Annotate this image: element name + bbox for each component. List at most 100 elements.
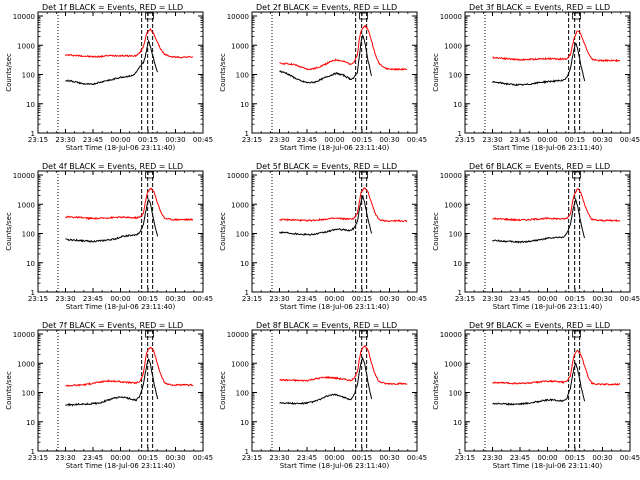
y-axis-label: Counts/sec bbox=[219, 371, 227, 410]
y-tick-label: 10000 bbox=[440, 331, 462, 339]
y-tick-label: 100 bbox=[236, 72, 249, 80]
x-axis-label: Start Time (18-Jul-06 23:11:40) bbox=[66, 303, 176, 311]
y-tick-label: 1 bbox=[458, 130, 462, 138]
x-axis-label: Start Time (18-Jul-06 23:11:40) bbox=[66, 144, 176, 152]
x-tick-label: 00:15 bbox=[565, 295, 585, 303]
y-tick-label: 1 bbox=[245, 130, 249, 138]
panel-title: Det 8f BLACK = Events, RED = LLD bbox=[256, 321, 397, 330]
x-tick-label: 00:45 bbox=[193, 454, 213, 462]
plot-frame bbox=[251, 170, 418, 293]
plot-frame bbox=[464, 170, 631, 293]
x-tick-label: 23:45 bbox=[297, 136, 317, 144]
y-tick-label: 10 bbox=[26, 260, 35, 268]
y-tick-label: 10 bbox=[26, 101, 35, 109]
y-tick-label: 10 bbox=[240, 419, 249, 427]
x-tick-label: 23:45 bbox=[510, 295, 530, 303]
x-tick-label: 00:30 bbox=[165, 295, 185, 303]
x-tick-label: 00:15 bbox=[138, 454, 158, 462]
y-tick-label: 100 bbox=[449, 72, 462, 80]
events-series-line bbox=[492, 197, 586, 244]
plot-frame bbox=[37, 11, 204, 134]
x-tick-label: 23:45 bbox=[297, 295, 317, 303]
x-axis-label: Start Time (18-Jul-06 23:11:40) bbox=[280, 144, 390, 152]
x-tick-label: 00:45 bbox=[407, 136, 427, 144]
y-tick-label: 10 bbox=[453, 260, 462, 268]
plot-frame bbox=[37, 329, 204, 452]
x-tick-label: 00:45 bbox=[620, 136, 640, 144]
panel-title: Det 7f BLACK = Events, RED = LLD bbox=[42, 321, 183, 330]
panel-title: Det 3f BLACK = Events, RED = LLD bbox=[469, 3, 610, 12]
panel-title: Det 9f BLACK = Events, RED = LLD bbox=[469, 321, 610, 330]
y-tick-label: 10000 bbox=[227, 13, 249, 21]
y-axis-label: Counts/sec bbox=[432, 371, 440, 410]
y-tick-label: 1000 bbox=[231, 42, 249, 50]
x-axis-label: Start Time (18-Jul-06 23:11:40) bbox=[493, 144, 603, 152]
y-tick-label: 1000 bbox=[17, 42, 35, 50]
detector-panel-8: Det 8f BLACK = Events, RED = LLD 1 10 100 10… bbox=[219, 321, 427, 470]
detector-panel-6: Det 6f BLACK = Events, RED = LLD 1 10 100 10… bbox=[432, 162, 640, 311]
y-tick-label: 1 bbox=[458, 448, 462, 456]
x-tick-label: 00:00 bbox=[324, 454, 344, 462]
x-tick-label: 00:30 bbox=[592, 454, 612, 462]
lld-series-line bbox=[492, 30, 621, 63]
y-tick-label: 1000 bbox=[444, 42, 462, 50]
x-tick-label: 00:00 bbox=[537, 454, 557, 462]
x-tick-label: 00:15 bbox=[352, 454, 372, 462]
lld-series-line bbox=[65, 346, 194, 388]
y-tick-label: 10000 bbox=[440, 13, 462, 21]
attenuator-box bbox=[145, 330, 154, 338]
x-tick-label: 23:30 bbox=[55, 136, 75, 144]
y-tick-label: 100 bbox=[22, 231, 35, 239]
y-axis-label: Counts/sec bbox=[219, 212, 227, 251]
events-series-line bbox=[492, 42, 586, 87]
y-tick-label: 10000 bbox=[13, 331, 35, 339]
y-tick-label: 1 bbox=[458, 289, 462, 297]
x-tick-label: 23:15 bbox=[455, 295, 475, 303]
panel-title: Det 1f BLACK = Events, RED = LLD bbox=[42, 3, 183, 12]
x-tick-label: 00:30 bbox=[165, 454, 185, 462]
x-tick-label: 00:00 bbox=[537, 136, 557, 144]
events-series-line bbox=[65, 198, 159, 243]
y-tick-label: 10 bbox=[453, 419, 462, 427]
attenuator-box bbox=[145, 12, 154, 20]
y-tick-label: 10 bbox=[26, 419, 35, 427]
x-tick-label: 00:30 bbox=[165, 136, 185, 144]
x-tick-label: 23:30 bbox=[482, 454, 502, 462]
y-axis-label: Counts/sec bbox=[219, 53, 227, 92]
y-tick-label: 1000 bbox=[231, 201, 249, 209]
attenuator-box bbox=[359, 12, 368, 20]
attenuator-box bbox=[572, 171, 581, 179]
y-tick-label: 1 bbox=[245, 289, 249, 297]
y-tick-label: 100 bbox=[22, 390, 35, 398]
x-tick-label: 00:45 bbox=[407, 454, 427, 462]
events-series-line bbox=[279, 195, 373, 236]
events-series-line bbox=[279, 356, 373, 405]
y-tick-label: 1000 bbox=[17, 201, 35, 209]
detector-panel-7: Det 7f BLACK = Events, RED = LLD 1 10 100 10… bbox=[5, 321, 213, 470]
detector-panel-9: Det 9f BLACK = Events, RED = LLD 1 10 100 10… bbox=[432, 321, 640, 470]
x-tick-label: 23:15 bbox=[242, 136, 262, 144]
lld-series-line bbox=[492, 187, 621, 222]
y-tick-label: 1000 bbox=[444, 201, 462, 209]
plot-frame bbox=[251, 11, 418, 134]
attenuator-box bbox=[572, 12, 581, 20]
y-axis-label: Counts/sec bbox=[5, 212, 13, 251]
lld-series-line bbox=[279, 345, 408, 386]
y-axis-label: Counts/sec bbox=[5, 53, 13, 92]
y-tick-label: 1 bbox=[245, 448, 249, 456]
plot-frame bbox=[464, 329, 631, 452]
x-tick-label: 00:00 bbox=[537, 295, 557, 303]
detector-panel-3: Det 3f BLACK = Events, RED = LLD 1 10 100 10… bbox=[432, 3, 640, 152]
x-tick-label: 00:45 bbox=[620, 454, 640, 462]
x-tick-label: 23:45 bbox=[297, 454, 317, 462]
y-axis-label: Counts/sec bbox=[432, 53, 440, 92]
x-tick-label: 00:30 bbox=[379, 454, 399, 462]
events-series-line bbox=[65, 39, 159, 86]
x-tick-label: 00:45 bbox=[407, 295, 427, 303]
x-tick-label: 00:00 bbox=[110, 295, 130, 303]
x-tick-label: 23:15 bbox=[28, 295, 48, 303]
detector-panel-1: Det 1f BLACK = Events, RED = LLD 1 10 100 10… bbox=[5, 3, 213, 152]
y-tick-label: 1000 bbox=[444, 360, 462, 368]
panel-title: Det 6f BLACK = Events, RED = LLD bbox=[469, 162, 610, 171]
attenuator-box bbox=[359, 171, 368, 179]
